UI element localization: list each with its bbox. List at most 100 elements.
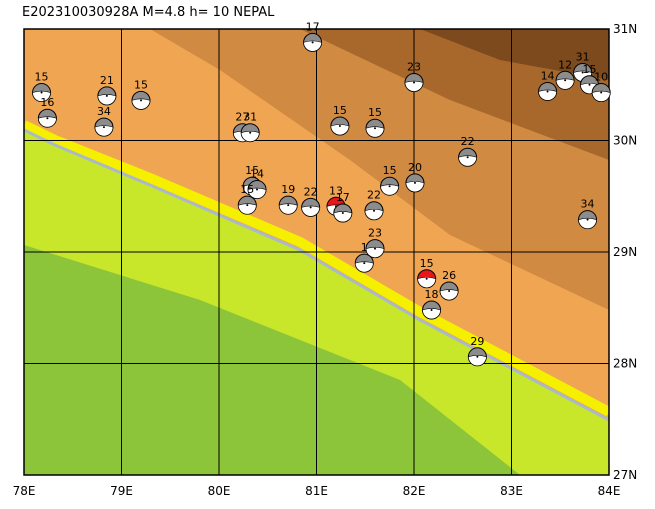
depth-label: 15 [368, 106, 382, 119]
beachball-center [40, 91, 43, 94]
beachball-dilatation [555, 78, 575, 90]
focal-mechanism [97, 86, 117, 106]
focal-mechanism [237, 195, 257, 215]
depth-label: 15 [383, 164, 397, 177]
depth-label: 23 [368, 227, 382, 240]
beachball-center [586, 218, 589, 221]
focal-mechanism [404, 73, 424, 93]
focal-mechanism [538, 81, 558, 101]
focal-mechanism [365, 239, 385, 259]
depth-label: 21 [100, 74, 114, 87]
focal-mechanism [365, 118, 385, 138]
beachball-dilatation [94, 125, 114, 137]
depth-label: 15 [333, 104, 347, 117]
depth-label: 14 [250, 168, 264, 181]
depth-label: 15 [35, 71, 49, 84]
beachball-center [46, 117, 49, 120]
focal-mechanism [467, 347, 487, 367]
focal-mechanism [330, 116, 350, 136]
beachball-dilatation [240, 130, 260, 142]
beachball-center [102, 126, 105, 129]
depth-label: 29 [470, 335, 484, 348]
beachball-center [374, 127, 376, 130]
beachball-center [363, 262, 366, 265]
beachball-dilatation [578, 217, 597, 229]
beachball-dilatation [333, 211, 353, 223]
focal-mechanism [301, 197, 321, 217]
beachball-center [546, 90, 549, 93]
depth-label: 16 [40, 96, 54, 109]
beachball-dilatation [301, 205, 320, 217]
beachball-dilatation [364, 208, 384, 221]
y-tick-label: 31N [613, 22, 637, 36]
beachball-dilatation [237, 203, 257, 215]
depth-label: 12 [558, 58, 572, 71]
beachball-center [246, 204, 249, 207]
beachball-center [287, 204, 290, 207]
depth-label: 18 [425, 288, 439, 301]
beachball-dilatation [38, 116, 57, 128]
beachball-dilatation [405, 181, 425, 193]
focal-mechanism [422, 300, 442, 320]
depth-label: 27 [235, 111, 249, 124]
beachball-center [338, 125, 341, 128]
focal-mechanism [380, 176, 400, 196]
beachball-dilatation [422, 308, 441, 320]
depth-label: 10 [594, 71, 608, 84]
focal-mechanism [591, 83, 611, 103]
beachball-center [374, 247, 376, 250]
beachball-dilatation [538, 89, 557, 101]
x-tick-label: 84E [598, 484, 621, 498]
beachball-center [256, 188, 259, 191]
beachball-center [140, 99, 142, 102]
beachball-dilatation [468, 355, 487, 367]
beachball-center [309, 206, 312, 209]
focal-mechanism [240, 123, 260, 143]
focal-mechanism [278, 195, 298, 215]
depth-label: 15 [245, 164, 259, 177]
beachball-dilatation [97, 94, 117, 106]
beachball-center [413, 181, 416, 184]
beachball-dilatation [404, 80, 424, 92]
depth-label: 22 [461, 135, 475, 148]
beachball-dilatation [380, 184, 399, 196]
title: E202310030928A M=4.8 h= 10 NEPAL [22, 5, 275, 20]
x-tick-label: 78E [13, 484, 36, 498]
depth-label: 15 [420, 257, 434, 270]
beachball-center [588, 83, 591, 86]
depth-label: 17 [306, 20, 320, 33]
focal-mechanism [354, 253, 374, 273]
beachball-center [373, 209, 376, 212]
beachball-dilatation [591, 90, 611, 102]
focal-mechanism [37, 108, 57, 128]
beachball-dilatation [439, 289, 459, 301]
beachball-center [564, 79, 567, 82]
focal-mechanism [333, 203, 353, 223]
beachball-dilatation [330, 124, 350, 136]
x-tick-label: 81E [305, 484, 328, 498]
depth-label: 34 [581, 198, 595, 211]
x-tick-label: 83E [500, 484, 523, 498]
focal-mechanism [247, 180, 267, 200]
focal-mechanism [417, 269, 437, 289]
depth-label: 22 [304, 185, 318, 198]
depth-label: 14 [541, 69, 555, 82]
focal-mechanism [364, 201, 384, 221]
x-tick-label: 80E [208, 484, 231, 498]
depth-label: 15 [134, 78, 148, 91]
beachball-dilatation [131, 98, 151, 110]
beachball-dilatation [278, 203, 298, 215]
beachball-dilatation [354, 261, 374, 273]
focal-mechanism [94, 117, 114, 137]
depth-label: 22 [367, 189, 381, 202]
focal-mechanism [303, 32, 323, 52]
depth-label: 26 [442, 269, 456, 282]
focal-mechanism [578, 210, 598, 230]
y-tick-label: 28N [613, 357, 637, 371]
y-tick-label: 29N [613, 245, 637, 259]
depth-label: 15 [583, 63, 597, 76]
beachball-center [448, 290, 451, 293]
beachball-center [476, 355, 479, 358]
depth-label: 23 [407, 61, 421, 74]
